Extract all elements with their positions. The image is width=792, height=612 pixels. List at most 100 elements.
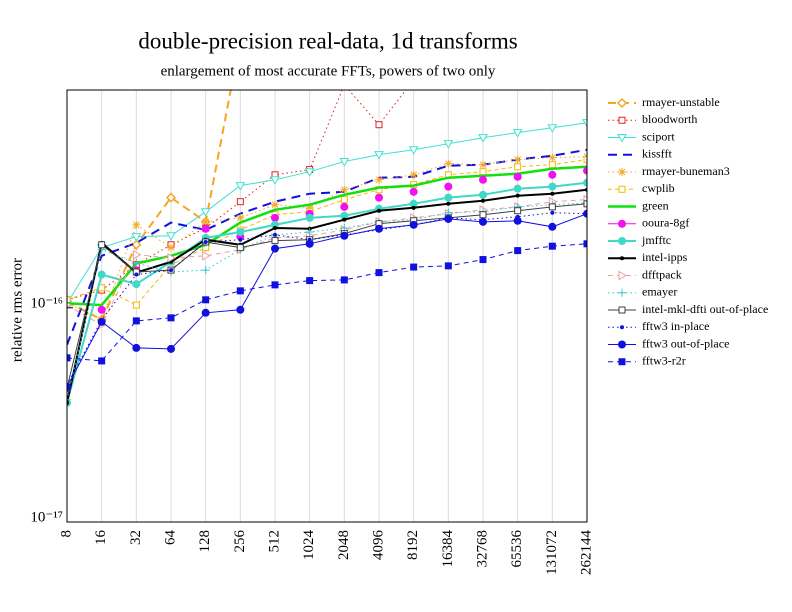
marker — [273, 232, 277, 237]
marker — [340, 276, 348, 284]
marker — [270, 176, 280, 185]
marker — [201, 224, 210, 233]
marker — [550, 191, 555, 196]
marker — [271, 281, 279, 289]
marker — [618, 270, 628, 281]
marker — [547, 124, 558, 133]
marker — [236, 305, 245, 314]
marker — [132, 301, 140, 309]
marker — [132, 343, 141, 352]
marker — [97, 317, 106, 326]
marker — [409, 220, 418, 229]
marker — [132, 220, 141, 229]
marker — [514, 163, 522, 171]
marker — [583, 178, 587, 187]
marker — [375, 269, 383, 277]
legend-label: bloodworth — [642, 112, 697, 126]
marker — [377, 208, 381, 213]
legend-label: jmfftc — [641, 233, 671, 247]
legend-label: rmayer-unstable — [642, 95, 720, 109]
grid — [66, 90, 588, 522]
marker — [409, 170, 418, 179]
marker — [479, 211, 487, 219]
marker — [479, 168, 487, 176]
legend-label: ooura-8gf — [642, 216, 689, 230]
marker — [131, 233, 142, 242]
marker — [98, 357, 106, 365]
marker — [513, 172, 522, 181]
marker — [618, 288, 626, 297]
series-line — [67, 203, 587, 389]
x-tick-label: 32768 — [474, 530, 490, 568]
marker — [236, 287, 244, 295]
marker — [236, 227, 245, 236]
marker — [98, 241, 106, 249]
legend-label: fftw3 out-of-place — [642, 336, 729, 350]
marker — [446, 201, 451, 206]
series-line — [67, 159, 587, 306]
plot-frame — [66, 89, 588, 523]
marker — [134, 272, 139, 277]
marker — [479, 256, 487, 264]
marker — [512, 129, 523, 138]
marker — [548, 170, 557, 179]
marker — [513, 155, 522, 164]
x-tick-label: 65536 — [509, 530, 525, 568]
marker — [201, 217, 210, 226]
marker — [340, 185, 349, 194]
legend-label: rmayer-buneman3 — [642, 164, 730, 178]
marker — [583, 166, 587, 175]
marker — [481, 198, 485, 203]
marker — [375, 175, 383, 184]
marker — [238, 237, 243, 242]
marker — [169, 268, 173, 273]
marker — [583, 200, 587, 208]
marker — [618, 306, 626, 314]
marker — [409, 199, 418, 208]
x-tick-label: 1024 — [301, 530, 317, 561]
marker — [620, 325, 624, 330]
marker — [271, 200, 279, 209]
marker — [618, 358, 626, 366]
marker — [582, 119, 587, 128]
marker — [444, 193, 453, 202]
marker — [271, 220, 279, 229]
series-line — [67, 243, 587, 362]
legend-label: fftw3 in-place — [642, 319, 709, 333]
x-tick-label: 262144 — [578, 530, 594, 576]
x-tick-label: 16 — [93, 530, 109, 546]
marker — [166, 232, 176, 241]
marker — [236, 244, 244, 252]
marker — [583, 209, 587, 218]
marker — [201, 308, 210, 317]
marker — [340, 211, 349, 220]
x-tick-label: 2048 — [336, 530, 352, 560]
marker — [410, 263, 418, 271]
series-line — [67, 90, 232, 322]
marker — [618, 116, 626, 124]
marker — [132, 249, 142, 260]
y-axis-label: relative rms error — [9, 258, 25, 362]
legend-label: intel-ipps — [642, 250, 688, 264]
marker — [409, 187, 418, 196]
marker — [132, 280, 141, 289]
marker — [271, 237, 279, 245]
marker — [167, 243, 175, 252]
marker — [548, 242, 556, 250]
marker — [375, 121, 383, 129]
marker — [167, 314, 175, 322]
legend-label: sciport — [642, 129, 675, 143]
series-line — [67, 213, 587, 388]
series-line — [67, 202, 587, 400]
marker — [513, 184, 522, 193]
marker — [167, 253, 177, 263]
marker — [305, 203, 314, 212]
marker — [306, 277, 314, 285]
marker — [375, 193, 383, 202]
marker — [67, 382, 71, 391]
x-tick-label: 32 — [128, 530, 144, 545]
marker — [132, 317, 140, 325]
marker — [583, 156, 587, 164]
